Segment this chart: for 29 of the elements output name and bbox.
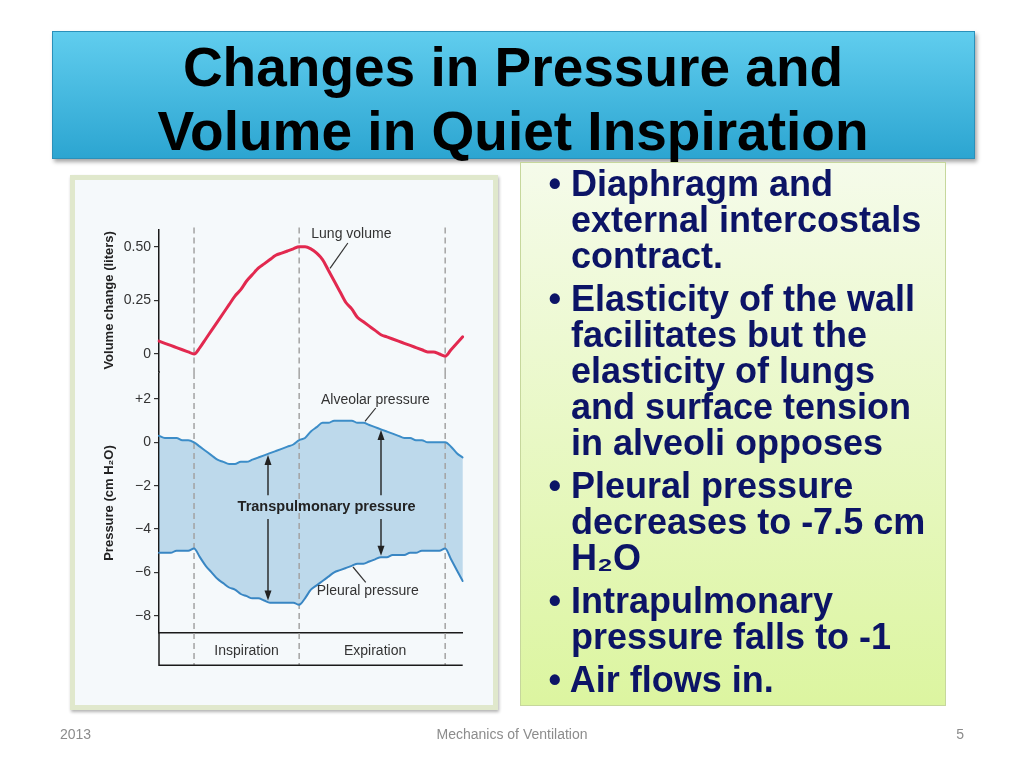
annotation: Transpulmonary pressure [237,498,416,515]
line-series [158,547,464,606]
y-tick-label: −4 [135,519,152,536]
y-axis-title: Pressure (cm H₂O) [101,445,117,561]
text: • Air flows in. [548,659,775,700]
text: • Elasticity of the wall facilitates but the elasticity of lungs and surface tension in alveoli opposes [548,278,917,463]
y-tick-label: −8 [135,606,152,623]
y-tick-label: 0.50 [123,237,152,254]
text: • Intrapulmonary pressure falls to -1 [548,580,893,657]
series-label: Alveolar pressure [320,390,431,407]
series-label: Lung volume [311,225,392,242]
text: • Pleural pressure decreases to -7.5 cm H₂O [548,465,927,578]
y-tick-label: 0 [143,433,152,450]
line-series [157,245,465,358]
x-tick-label: Expiration [343,642,407,659]
y-tick-label: −6 [135,563,152,580]
series-label: Pleural pressure [316,581,419,598]
text: Changes in Pressure and Volume in Quiet Inspiration [156,35,870,163]
text: 5 [956,725,964,744]
y-tick-label: 0.25 [123,291,152,308]
y-tick-label: 0 [143,344,152,361]
text: Mechanics of Ventilation [436,725,588,744]
text: 2013 [60,725,92,744]
line-series [158,419,464,465]
x-tick-label: Inspiration [214,642,279,659]
y-tick-label: +2 [135,389,152,406]
y-tick-label: −2 [135,476,152,493]
y-axis-title: Volume change (liters) [101,231,117,370]
text: • Diaphragm and external intercostals contract. [548,163,923,276]
